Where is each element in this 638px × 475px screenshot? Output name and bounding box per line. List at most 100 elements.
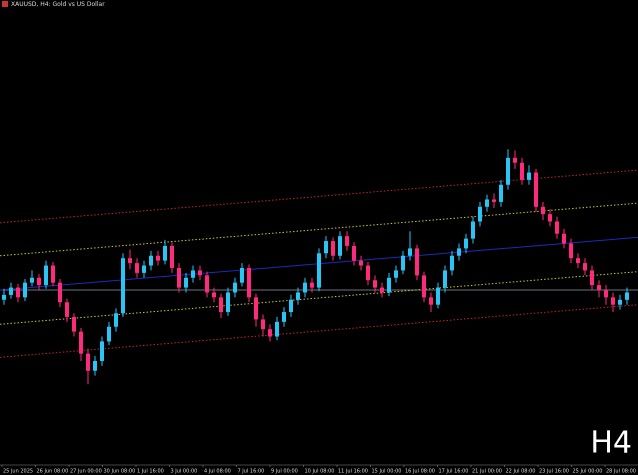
candle-body [485, 199, 489, 207]
candle-body [9, 287, 13, 295]
candle-body [23, 282, 27, 298]
x-tick-label: 28 Jul 08:00 [606, 469, 636, 475]
channel-outer-lower [0, 304, 638, 358]
chart-title: XAUUSD, H4: Gold vs US Dollar [11, 1, 105, 8]
x-tick-label: 4 Jul 08:00 [204, 469, 231, 475]
x-tick-label: 25 Jul 00:00 [573, 469, 603, 475]
candle-body [345, 236, 349, 246]
candle-body [135, 263, 139, 273]
candle-body [548, 214, 552, 222]
candle-body [86, 353, 90, 371]
candle-body [310, 282, 314, 288]
candle-body [611, 297, 615, 305]
candle-body [254, 297, 258, 320]
candle-body [415, 248, 419, 276]
candle-body [303, 282, 307, 293]
x-tick-label: 9 Jul 00:00 [271, 469, 298, 475]
candle-body [282, 312, 286, 322]
candle-body [597, 285, 601, 291]
x-tick-label: 30 Jun 08:00 [104, 469, 136, 475]
candle-body [436, 287, 440, 305]
candle-body [149, 255, 153, 266]
candle-body [366, 265, 370, 281]
candle-body [387, 277, 391, 293]
x-tick-label: 27 Jun 00:00 [70, 469, 102, 475]
x-tick-label: 26 Jun 08:00 [37, 469, 69, 475]
candle-body [450, 255, 454, 271]
channel-outer-upper [0, 169, 638, 224]
candle-body [499, 184, 503, 202]
candle-body [296, 292, 300, 300]
candle-body [583, 263, 587, 271]
candle-body [289, 299, 293, 313]
candle-body [373, 280, 377, 288]
candle-body [128, 258, 132, 264]
candle-body [394, 270, 398, 278]
candle-body [338, 236, 342, 256]
x-tick-label: 3 Jul 00:00 [171, 469, 198, 475]
candle-body [359, 260, 363, 266]
candle-body [156, 255, 160, 261]
candle-body [471, 221, 475, 239]
candle-body [324, 241, 328, 254]
candle-body [541, 206, 545, 215]
candle-body [520, 162, 524, 180]
symbol-icon [2, 1, 8, 7]
candle-body [478, 206, 482, 222]
candle-body [65, 302, 69, 317]
candle-body [408, 248, 412, 256]
candle-body [205, 275, 209, 293]
x-tick-label: 10 Jul 08:00 [305, 469, 335, 475]
x-tick-label: 11 Jul 16:00 [338, 469, 368, 475]
candle-body [170, 245, 174, 268]
candle-body [422, 275, 426, 298]
candle-body [226, 292, 230, 313]
candle-body [163, 245, 167, 261]
x-tick-label: 21 Jul 00:00 [472, 469, 502, 475]
x-tick-label: 16 Jul 08:00 [405, 469, 435, 475]
candle-body [380, 287, 384, 293]
candle-body [268, 329, 272, 337]
x-tick-label: 15 Jul 00:00 [372, 469, 402, 475]
candle-body [464, 238, 468, 249]
candle-body [114, 313, 118, 327]
candle-body [562, 233, 566, 244]
candle-body [506, 157, 510, 185]
candle-body [275, 321, 279, 337]
candle-body [247, 267, 251, 298]
candle-body [184, 277, 188, 288]
candle-body [331, 241, 335, 256]
candle-body [443, 270, 447, 288]
channel-inner-lower [0, 271, 638, 325]
candle-body [233, 282, 237, 293]
candle-body [261, 319, 265, 330]
x-tick-label: 22 Jul 08:00 [506, 469, 536, 475]
candle-body [2, 294, 6, 300]
candle-body [569, 243, 573, 259]
candle-body [534, 172, 538, 207]
candle-body [79, 331, 83, 354]
candle-body [457, 248, 461, 256]
candle-body [604, 290, 608, 298]
candle-body [317, 253, 321, 288]
candle-body [240, 267, 244, 283]
candle-body [618, 299, 622, 305]
x-tick-label: 23 Jul 16:00 [539, 469, 569, 475]
candle-body [100, 341, 104, 361]
x-tick-label: 7 Jul 16:00 [238, 469, 265, 475]
channel-inner-upper [0, 202, 638, 257]
candle-body [492, 199, 496, 202]
candle-body [219, 297, 223, 313]
candle-body [177, 267, 181, 288]
candle-body [37, 277, 41, 286]
candle-body [58, 282, 62, 303]
candle-body [191, 270, 195, 278]
candle-body [590, 270, 594, 286]
x-tick-label: 17 Jul 16:00 [439, 469, 469, 475]
candle-body [513, 157, 517, 163]
candle-body [30, 277, 34, 283]
candle-body [555, 221, 559, 234]
candle-body [198, 270, 202, 276]
